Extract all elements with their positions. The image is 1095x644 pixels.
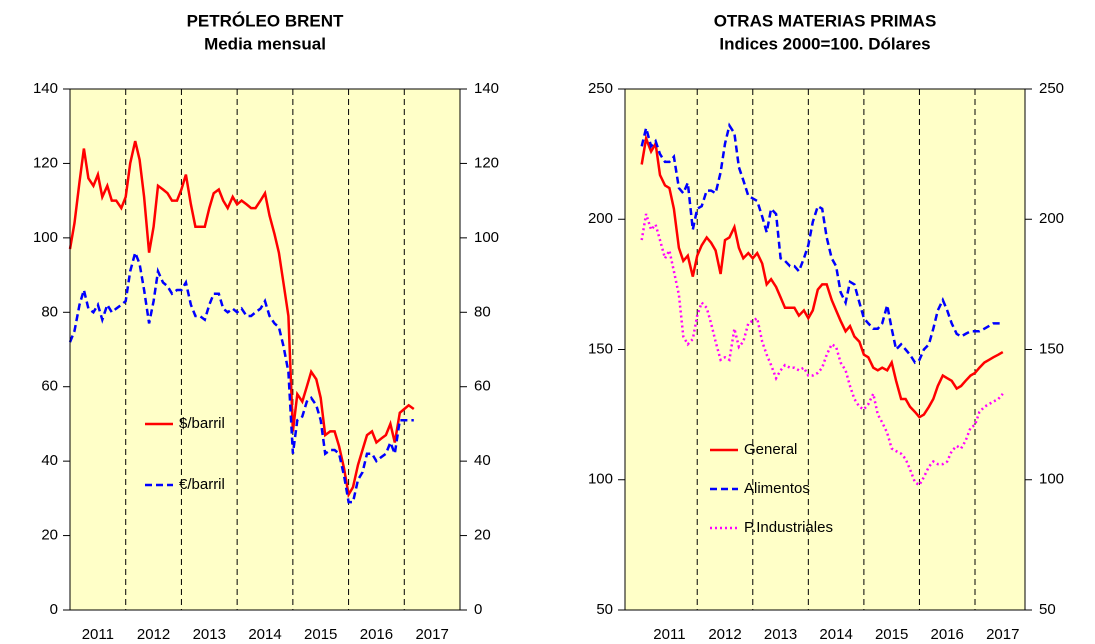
y-tick-label: 250 <box>588 80 613 97</box>
x-tick-label: 2016 <box>360 626 393 643</box>
legend-label: $/barril <box>179 415 225 432</box>
x-tick-label: 2015 <box>875 626 908 643</box>
plot-frame <box>624 88 1026 611</box>
y-tick-label: 150 <box>588 340 613 357</box>
data-line <box>640 213 1004 487</box>
chart-subtitle: Indices 2000=100. Dólares <box>719 34 930 53</box>
y2-tick-label: 200 <box>1039 210 1064 227</box>
y-tick-label: 140 <box>33 80 58 97</box>
y2-tick-label: 60 <box>474 378 491 395</box>
data-line <box>640 122 1003 365</box>
x-tick-label: 2013 <box>764 626 797 643</box>
chart-subtitle: Media mensual <box>204 34 326 53</box>
y-tick-label: 200 <box>588 210 613 227</box>
legend-label: P.Industriales <box>744 519 833 536</box>
y2-tick-label: 150 <box>1039 340 1064 357</box>
plot-frame <box>69 88 461 611</box>
data-line <box>68 248 414 504</box>
x-tick-label: 2017 <box>415 626 448 643</box>
y2-tick-label: 100 <box>474 229 499 246</box>
legend-label: Alimentos <box>744 480 810 497</box>
y-tick-label: 20 <box>41 527 58 544</box>
chart-title: PETRÓLEO BRENT <box>187 11 344 30</box>
x-tick-label: 2017 <box>986 626 1019 643</box>
x-tick-label: 2011 <box>82 626 114 643</box>
x-tick-label: 2011 <box>653 626 685 643</box>
x-tick-label: 2014 <box>819 626 852 643</box>
y-tick-label: 40 <box>41 452 58 469</box>
y2-tick-label: 250 <box>1039 80 1064 97</box>
plot-area <box>625 89 1025 610</box>
legend-label: €/barril <box>179 476 225 493</box>
data-line <box>68 140 415 499</box>
chart-title: OTRAS MATERIAS PRIMAS <box>714 11 937 30</box>
data-line <box>640 133 1004 419</box>
x-tick-label: 2014 <box>248 626 281 643</box>
x-tick-label: 2012 <box>137 626 170 643</box>
y2-tick-label: 140 <box>474 80 499 97</box>
y2-tick-label: 0 <box>474 601 482 618</box>
x-tick-label: 2013 <box>193 626 226 643</box>
x-tick-label: 2015 <box>304 626 337 643</box>
x-tick-label: 2012 <box>708 626 741 643</box>
y2-tick-label: 100 <box>1039 471 1064 488</box>
y2-tick-label: 20 <box>474 527 491 544</box>
y-tick-label: 0 <box>50 601 58 618</box>
y-tick-label: 50 <box>596 601 613 618</box>
y2-tick-label: 80 <box>474 303 491 320</box>
y-tick-label: 100 <box>33 229 58 246</box>
y-tick-label: 120 <box>33 154 58 171</box>
plot-area <box>70 89 460 610</box>
legend-label: General <box>744 441 797 458</box>
y2-tick-label: 40 <box>474 452 491 469</box>
y-tick-label: 80 <box>41 303 58 320</box>
y-tick-label: 100 <box>588 471 613 488</box>
y2-tick-label: 120 <box>474 154 499 171</box>
x-tick-label: 2016 <box>931 626 964 643</box>
y2-tick-label: 50 <box>1039 601 1056 618</box>
y-tick-label: 60 <box>41 378 58 395</box>
